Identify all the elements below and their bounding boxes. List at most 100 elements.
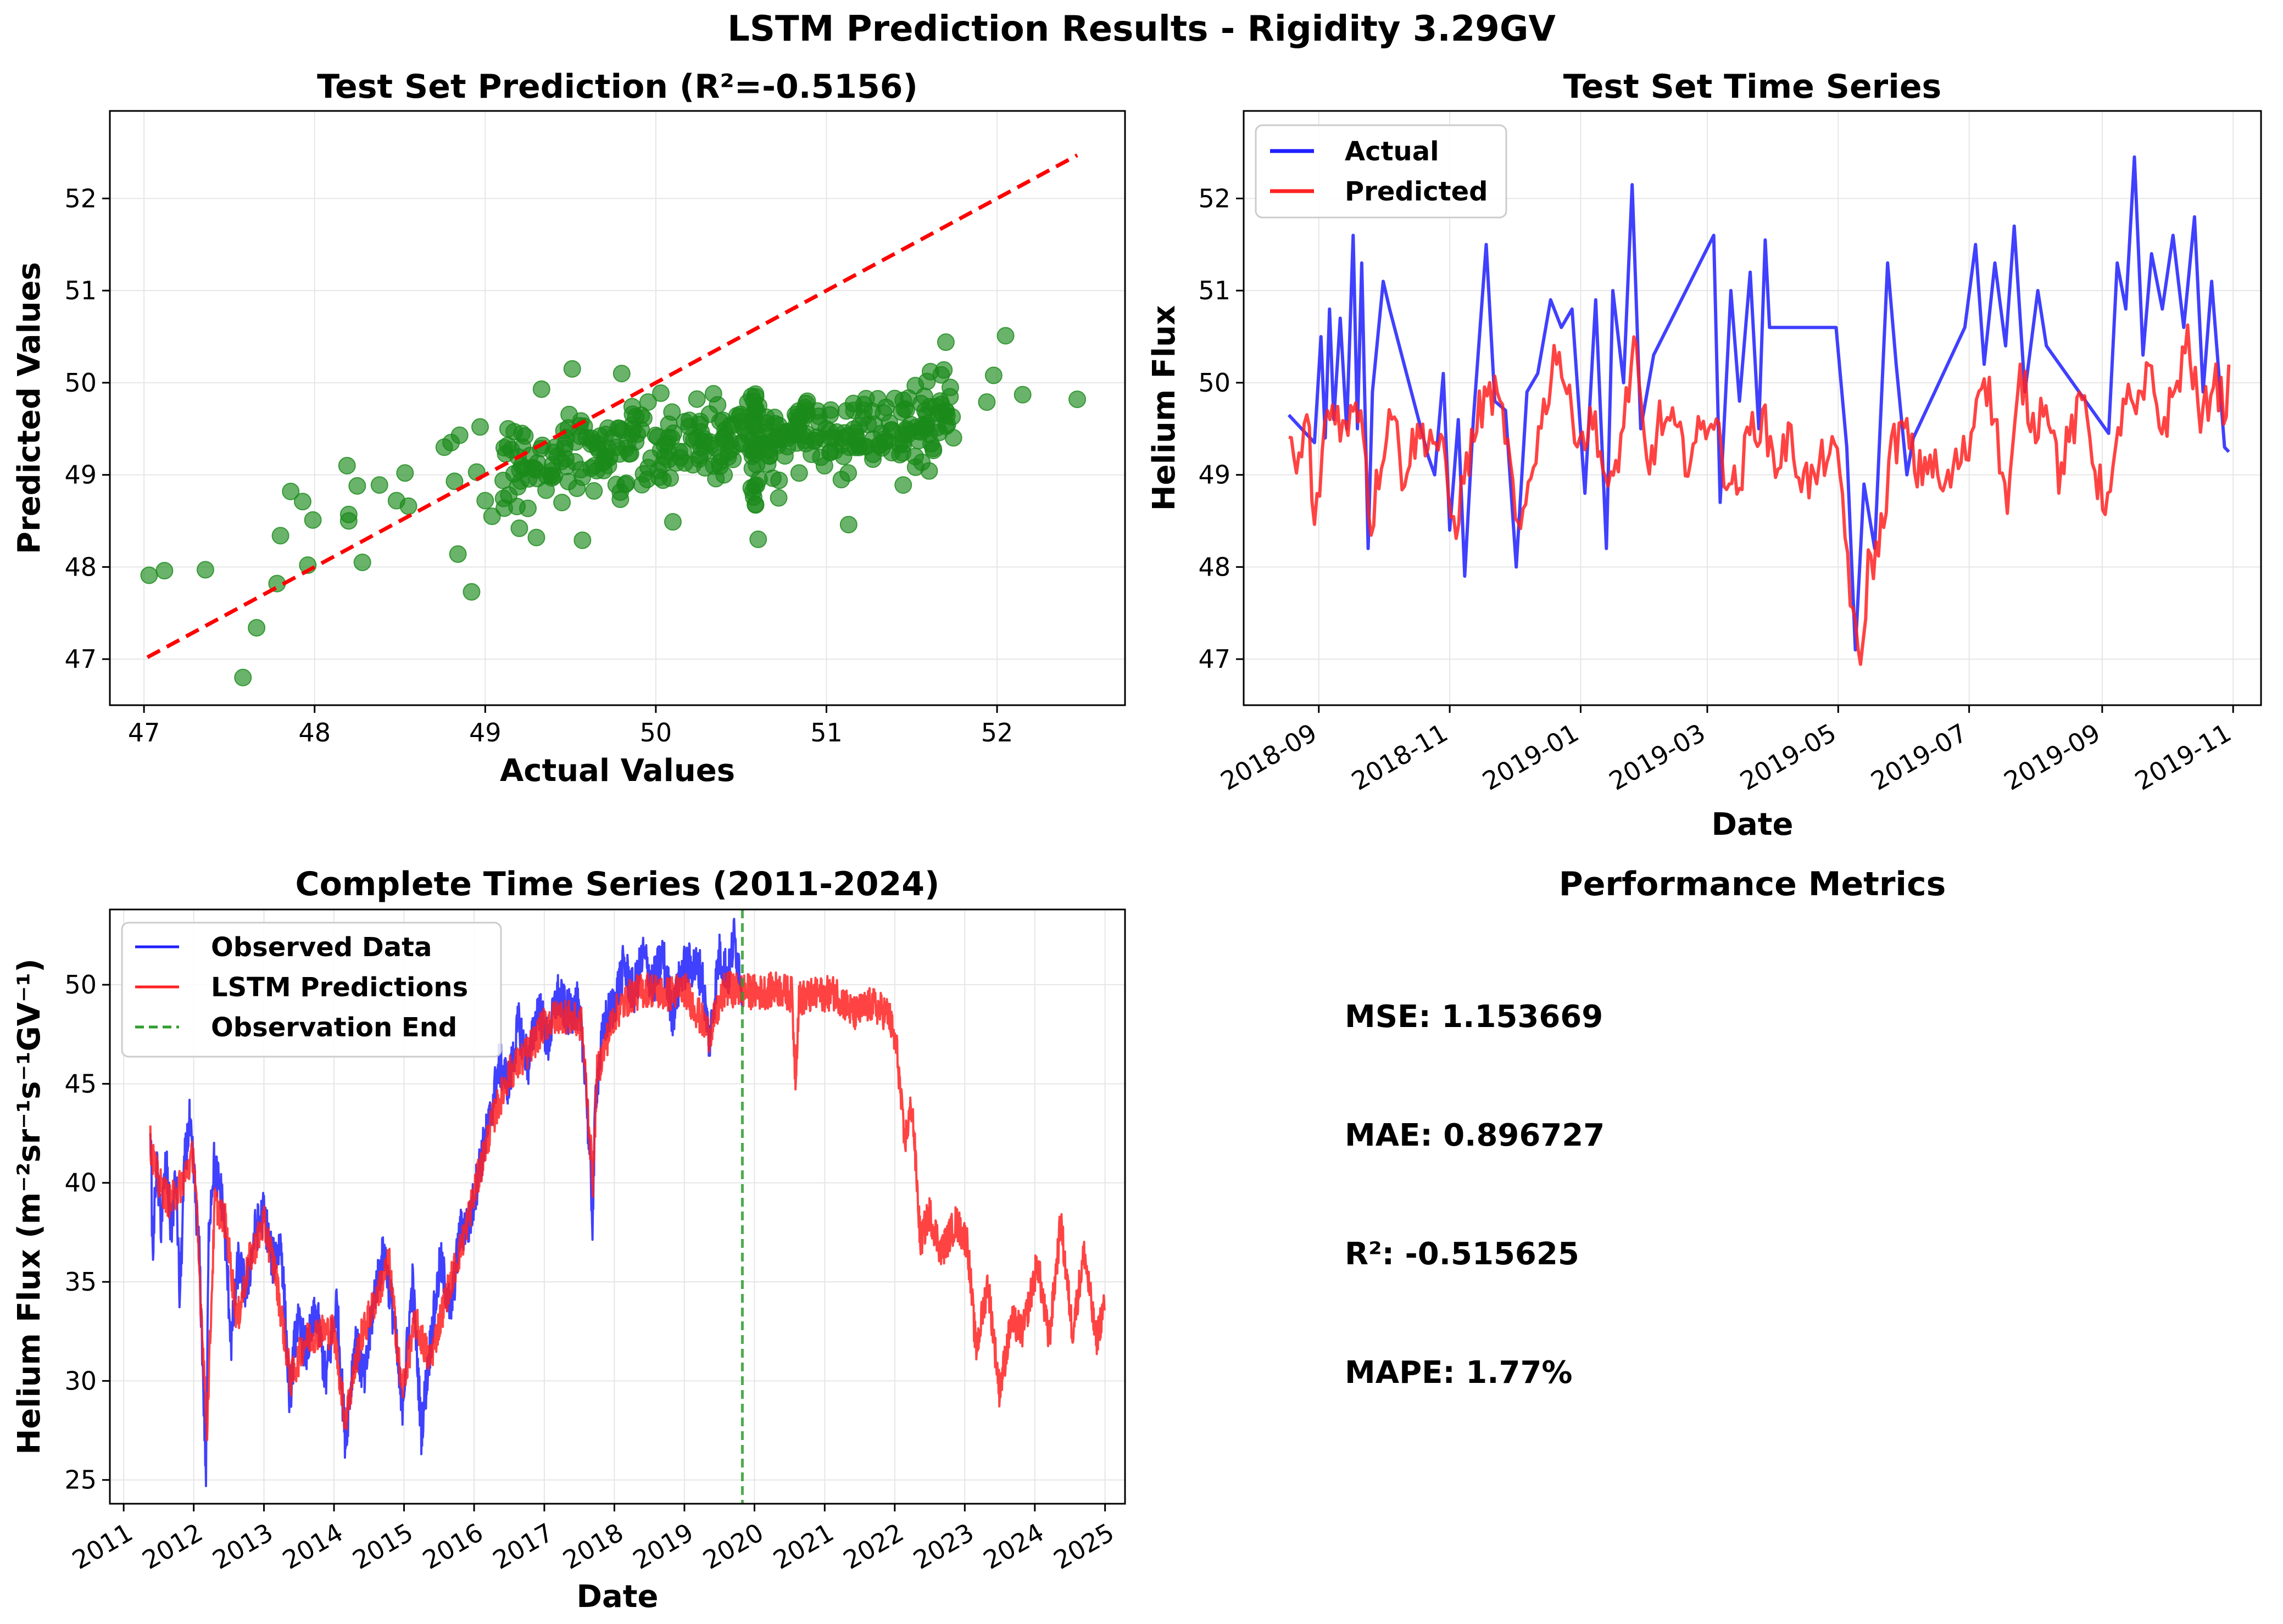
scatter-point — [353, 553, 371, 571]
scatter-point — [918, 405, 936, 423]
scatter-point — [293, 493, 311, 511]
scatter-point — [494, 471, 512, 489]
complete-series-legend-box — [121, 922, 502, 1058]
test-series-title: Test Set Time Series — [1563, 68, 1941, 106]
scatter-point — [786, 405, 804, 423]
scatter-plot-area — [140, 153, 1087, 687]
scatter-point — [463, 583, 481, 601]
scatter-point — [609, 419, 627, 437]
test-series-grid — [1244, 111, 2261, 705]
scatter-point — [1068, 390, 1087, 409]
scatter-point — [600, 449, 619, 467]
scatter-ticks: 47 48 49 50 51 52 47 48 49 50 51 52 — [64, 183, 1013, 747]
scatter-point — [899, 389, 917, 407]
scatter-point — [271, 527, 289, 545]
scatter-point — [688, 390, 706, 408]
scatter-point — [495, 499, 513, 517]
scatter-y-tick-label: 47 — [64, 644, 97, 674]
legend-predicted-label: Predicted — [1345, 176, 1488, 207]
scatter-y-tick-label: 49 — [64, 460, 97, 490]
complete-series-y-tick-label: 50 — [64, 970, 97, 1000]
scatter-y-axis-label: Predicted Values — [12, 262, 47, 554]
scatter-point — [704, 384, 722, 403]
scatter-point — [450, 426, 469, 444]
scatter-x-tick-label: 51 — [810, 718, 843, 747]
scatter-y-tick-label: 48 — [64, 552, 97, 582]
scatter-point — [563, 360, 581, 378]
scatter-point — [196, 561, 214, 579]
metric-mse: MSE: 1.153669 — [1345, 999, 1603, 1035]
scatter-point — [663, 403, 681, 421]
scatter-point — [446, 472, 464, 490]
scatter-point — [659, 443, 677, 461]
test-series-legend: Actual Predicted — [1255, 124, 1507, 219]
scatter-point — [932, 403, 950, 421]
scatter-point — [1014, 386, 1032, 404]
test-series-y-tick-label: 48 — [1198, 552, 1230, 582]
metrics-panel: Performance Metrics MSE: 1.153669 MAE: 0… — [1345, 865, 1946, 1391]
scatter-point — [399, 497, 417, 515]
scatter-point — [750, 416, 769, 434]
scatter-point — [304, 511, 322, 529]
scatter-point — [582, 459, 600, 477]
scatter-x-tick-label: 50 — [640, 718, 672, 747]
test-series-y-tick-label: 49 — [1198, 460, 1230, 490]
scatter-point — [573, 531, 592, 549]
scatter-point — [921, 362, 939, 381]
scatter-point — [839, 516, 857, 534]
scatter-point — [617, 439, 635, 457]
test-series-legend-box — [1255, 124, 1507, 219]
scatter-y-tick-label: 50 — [64, 368, 97, 398]
scatter-point — [282, 482, 300, 500]
test-series-y-tick-label: 52 — [1198, 183, 1230, 213]
scatter-point — [516, 427, 534, 445]
scatter-x-tick-label: 47 — [128, 718, 160, 747]
figure-suptitle: LSTM Prediction Results - Rigidity 3.29G… — [727, 9, 1556, 49]
scatter-point — [749, 531, 767, 549]
scatter-x-tick-label: 52 — [981, 718, 1014, 747]
scatter-point — [155, 562, 174, 580]
scatter-point — [873, 439, 891, 457]
scatter-point — [339, 512, 358, 530]
scatter-point — [664, 513, 682, 531]
scatter-point — [483, 507, 501, 526]
metric-r2: R²: -0.515625 — [1345, 1236, 1579, 1272]
test-series-y-tick-label: 47 — [1198, 644, 1230, 674]
test-series-y-tick-label: 50 — [1198, 368, 1230, 398]
perfect-prediction-line — [146, 153, 1078, 659]
scatter-point — [499, 420, 517, 438]
scatter-point — [745, 445, 764, 463]
scatter-point — [825, 429, 843, 447]
lstm-predictions-line — [149, 970, 1106, 1441]
scatter-point — [700, 405, 719, 423]
scatter-grid — [110, 111, 1125, 705]
test-series-x-axis-label: Date — [1711, 807, 1793, 842]
scatter-point — [234, 668, 252, 687]
scatter-point — [140, 566, 158, 584]
scatter-point — [556, 450, 575, 468]
scatter-point — [638, 471, 656, 489]
scatter-point — [572, 427, 590, 445]
scatter-point — [513, 457, 531, 475]
scatter-point — [545, 467, 563, 485]
scatter-y-tick-label: 52 — [64, 183, 97, 213]
scatter-point — [248, 619, 266, 637]
complete-series-axes-frame — [109, 908, 1126, 1505]
scatter-point — [527, 528, 545, 546]
scatter-point — [978, 393, 996, 411]
legend-actual-label: Actual — [1345, 136, 1439, 167]
complete-series-title: Complete Time Series (2011-2024) — [296, 865, 940, 903]
scatter-point — [906, 448, 924, 466]
complete-series-plot-area — [149, 909, 1106, 1504]
scatter-point — [532, 380, 550, 398]
scatter-point — [832, 471, 850, 489]
scatter-point — [519, 499, 537, 517]
scatter-axes-frame — [109, 110, 1126, 706]
scatter-point — [676, 454, 694, 472]
scatter-point — [652, 384, 670, 402]
complete-series-x-axis-label: Date — [576, 1579, 658, 1615]
scatter-point — [370, 476, 388, 494]
scatter-point — [476, 492, 494, 510]
